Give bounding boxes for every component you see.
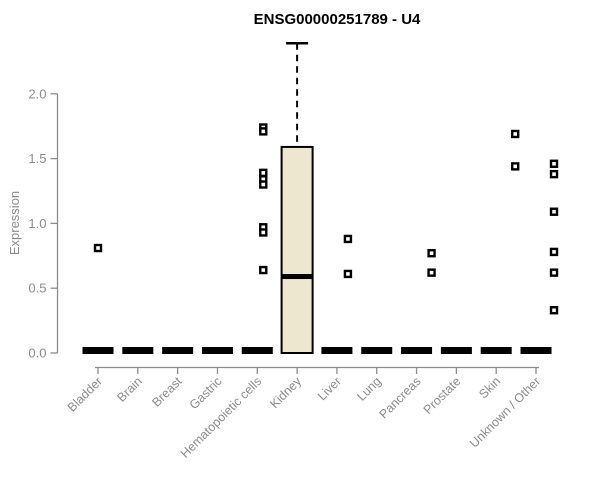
outlier-point xyxy=(259,168,268,178)
outlier-point xyxy=(511,162,520,171)
outlier-point xyxy=(427,249,436,258)
y-tick-label: 0.0 xyxy=(28,346,46,361)
collapsed-box-10 xyxy=(480,347,512,354)
outlier-point xyxy=(343,269,353,279)
collapsed-box-1 xyxy=(122,347,154,354)
x-tick-label: Kidney xyxy=(267,374,304,411)
outlier-point xyxy=(259,265,268,275)
outlier-point xyxy=(549,268,559,277)
chart-title: ENSG00000251789 - U4 xyxy=(254,11,421,28)
collapsed-box-2 xyxy=(162,347,194,354)
y-tick-label: 0.5 xyxy=(28,281,46,296)
collapsed-box-9 xyxy=(440,347,472,354)
outlier-point xyxy=(549,207,559,216)
outlier-point xyxy=(511,129,520,139)
outlier-point xyxy=(343,234,353,244)
collapsed-box-6 xyxy=(321,347,353,354)
y-axis-title: Expression xyxy=(7,191,22,255)
collapsed-box-0 xyxy=(82,347,114,354)
outlier-point xyxy=(259,180,268,189)
y-tick-label: 2.0 xyxy=(28,86,46,101)
outlier-point xyxy=(549,159,559,168)
collapsed-box-11 xyxy=(520,347,552,354)
x-tick-label: Gastric xyxy=(187,374,225,412)
collapsed-box-3 xyxy=(201,347,233,354)
y-tick-label: 1.0 xyxy=(28,216,46,231)
outlier-point xyxy=(93,243,103,253)
box-5 xyxy=(280,145,314,354)
collapsed-box-7 xyxy=(361,347,393,354)
y-tick-label: 1.5 xyxy=(28,151,46,166)
x-tick-label: Lung xyxy=(354,374,384,404)
outlier-point xyxy=(259,228,268,237)
outlier-point xyxy=(549,247,559,257)
x-tick-label: Brain xyxy=(114,374,145,405)
collapsed-box-8 xyxy=(401,347,433,354)
outlier-point xyxy=(549,306,559,315)
outlier-point xyxy=(259,127,268,136)
x-tick-label: Prostate xyxy=(421,374,464,417)
x-tick-label: Liver xyxy=(315,374,344,403)
collapsed-box-4 xyxy=(241,347,273,354)
median-line xyxy=(281,274,313,280)
outlier-point xyxy=(549,169,559,179)
x-tick-label: Pancreas xyxy=(376,374,423,421)
x-tick-label: Bladder xyxy=(65,374,105,414)
outlier-point xyxy=(427,268,436,277)
x-tick-label: Skin xyxy=(476,374,503,401)
x-tick-label: Breast xyxy=(149,374,185,410)
x-tick-label: Unknown / Other xyxy=(467,374,543,450)
